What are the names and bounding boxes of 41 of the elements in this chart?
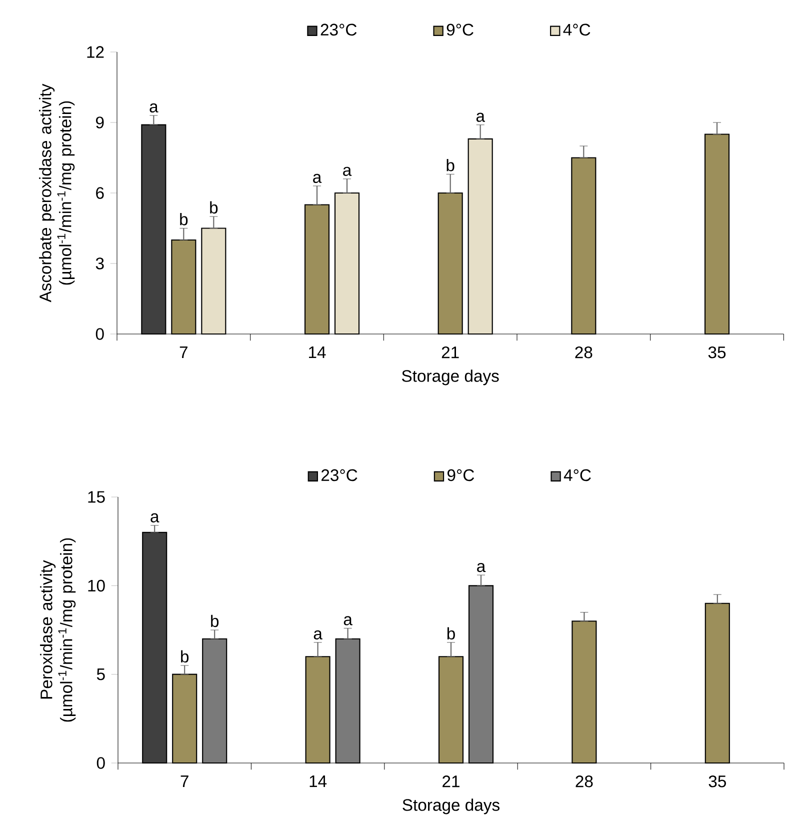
y-tick-label: 9 xyxy=(96,116,104,128)
x-tick-label: 14 xyxy=(310,775,327,787)
annotation: a xyxy=(314,630,322,640)
x-tick-label: 21 xyxy=(442,346,459,358)
annotation: a xyxy=(476,112,485,122)
y-tick-label: 12 xyxy=(87,46,104,58)
x-tick-label: 21 xyxy=(442,776,460,788)
x-tick-label: 28 xyxy=(575,346,592,358)
x-tick-label: 7 xyxy=(180,346,188,358)
legend-label: 9°C xyxy=(446,24,474,36)
x-axis-title: Storage days xyxy=(402,798,500,814)
y-tick-label: 5 xyxy=(96,668,105,680)
y-tick-label: 0 xyxy=(96,757,105,769)
legend-label: 4°C xyxy=(564,469,591,482)
x-tick-label: 35 xyxy=(708,346,726,358)
annotation: a xyxy=(477,562,486,572)
x-tick-label: 14 xyxy=(309,346,326,358)
annotation: b xyxy=(210,201,218,214)
x-tick-label: 7 xyxy=(180,775,188,787)
annotation: b xyxy=(180,213,188,226)
y-tick-label: 0 xyxy=(96,328,104,340)
x-tick-label: 35 xyxy=(708,776,726,788)
annotation: a xyxy=(150,103,158,113)
y-tick-label: 3 xyxy=(96,258,104,270)
annotation: a xyxy=(313,174,322,184)
annotation: b xyxy=(181,650,189,663)
x-axis-title: Storage days xyxy=(402,370,499,386)
annotation: b xyxy=(446,159,454,172)
y-tick-label: 15 xyxy=(88,491,105,503)
legend-label: 23°C xyxy=(321,469,358,482)
y-tick-label: 6 xyxy=(96,187,104,199)
y-tick-label: 10 xyxy=(88,580,105,592)
legend-label: 9°C xyxy=(448,469,474,482)
x-tick-label: 28 xyxy=(576,776,593,788)
annotation: b xyxy=(211,614,219,628)
annotation: a xyxy=(343,166,352,176)
legend-label: 23°C xyxy=(320,24,357,36)
annotation: b xyxy=(447,627,455,640)
legend-label: 4°C xyxy=(563,24,590,36)
annotation: a xyxy=(150,513,160,522)
annotation: a xyxy=(344,616,352,626)
